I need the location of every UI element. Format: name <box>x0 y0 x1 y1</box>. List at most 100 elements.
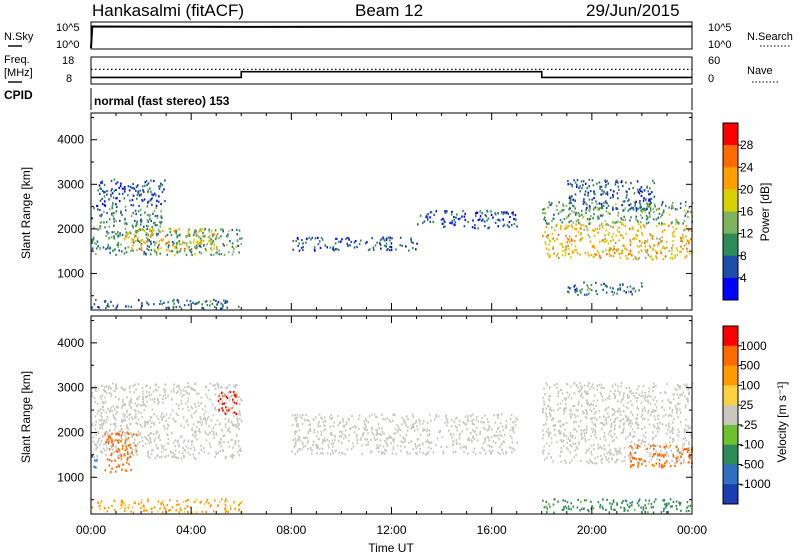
echo-cell <box>554 424 557 427</box>
echo-cell <box>501 448 503 451</box>
echo-cell <box>308 429 310 432</box>
echo-cell <box>636 387 639 390</box>
echo-cell <box>156 216 159 219</box>
echo-cell <box>640 209 643 212</box>
echo-cell <box>627 416 629 419</box>
echo-cell <box>452 433 455 436</box>
echo-cell <box>151 511 153 514</box>
echo-cell <box>161 239 164 243</box>
echo-cell <box>590 417 593 420</box>
echo-cell <box>602 399 604 402</box>
echo-cell <box>137 430 140 433</box>
echo-cell <box>115 433 117 436</box>
echo-cell <box>659 250 662 253</box>
echo-cell <box>617 452 620 455</box>
echo-cell <box>186 419 188 422</box>
echo-cell <box>546 235 548 238</box>
echo-cell <box>93 465 95 468</box>
nsearch-label: N.Search <box>747 31 793 43</box>
echo-cell <box>91 241 93 244</box>
echo-cell <box>641 285 643 288</box>
colorbar-tick-label: 28 <box>740 138 754 152</box>
echo-cell <box>115 413 117 416</box>
echo-cell <box>494 434 497 437</box>
echo-cell <box>607 211 610 214</box>
echo-cell <box>506 224 509 227</box>
echo-cell <box>596 250 599 253</box>
echo-cell <box>672 438 674 441</box>
echo-cell <box>146 247 148 250</box>
echo-cell <box>613 412 615 416</box>
echo-cell <box>415 248 417 251</box>
echo-cell <box>440 445 442 449</box>
echo-cell <box>594 462 596 465</box>
echo-cell <box>223 441 225 444</box>
echo-cell <box>112 202 114 205</box>
echo-cell <box>631 226 634 229</box>
echo-cell <box>177 299 179 302</box>
echo-cell <box>576 183 578 186</box>
echo-cell <box>594 193 596 196</box>
echo-cell <box>213 436 215 439</box>
echo-cell <box>130 214 133 217</box>
echo-cell <box>685 418 687 421</box>
echo-cell <box>690 434 692 437</box>
echo-cell <box>648 423 651 426</box>
echo-cell <box>136 184 139 187</box>
echo-cell <box>306 237 308 240</box>
noise-tick-right-bottom: 10^0 <box>708 39 732 51</box>
echo-cell <box>106 193 108 196</box>
echo-cell <box>604 438 607 442</box>
echo-cell <box>103 388 105 392</box>
echo-cell <box>591 417 594 420</box>
echo-cell <box>557 408 559 411</box>
echo-cell <box>320 434 323 437</box>
echo-cell <box>636 423 639 426</box>
echo-cell <box>215 432 218 435</box>
echo-cell <box>631 293 633 296</box>
echo-cell <box>564 254 567 257</box>
echo-cell <box>101 427 104 430</box>
echo-cell <box>124 187 126 190</box>
echo-cell <box>550 456 552 459</box>
echo-cell <box>566 441 568 444</box>
echo-cell <box>202 239 205 242</box>
echo-cell <box>376 415 378 418</box>
echo-cell <box>585 409 588 413</box>
echo-cell <box>630 464 632 467</box>
echo-cell <box>198 251 201 254</box>
echo-cell <box>632 455 634 458</box>
echo-cell <box>621 221 624 225</box>
echo-cell <box>365 443 368 446</box>
echo-cell <box>236 228 238 231</box>
echo-cell <box>580 291 582 294</box>
echo-cell <box>193 412 196 415</box>
echo-cell <box>207 236 210 239</box>
echo-cell <box>601 427 603 430</box>
echo-cell <box>556 208 558 212</box>
echo-cell <box>607 406 610 409</box>
echo-cell <box>416 453 418 456</box>
echo-cell <box>141 386 144 389</box>
echo-cell <box>628 454 630 457</box>
echo-cell <box>139 432 141 435</box>
echo-cell <box>442 450 444 453</box>
echo-cell <box>306 436 308 439</box>
echo-cell <box>352 445 355 448</box>
echo-cell <box>399 236 402 239</box>
echo-cell <box>671 246 673 250</box>
echo-cell <box>202 408 204 411</box>
echo-cell <box>589 404 591 407</box>
echo-cell <box>109 437 112 440</box>
echo-cell <box>629 433 631 436</box>
echo-cell <box>99 227 101 230</box>
echo-cell <box>205 500 208 503</box>
echo-cell <box>311 452 313 455</box>
echo-cell <box>511 426 514 429</box>
echo-cell <box>589 217 591 220</box>
echo-cell <box>386 417 389 420</box>
echo-cell <box>625 291 627 294</box>
range-tick-label: 1000 <box>57 266 84 280</box>
echo-cell <box>138 240 141 243</box>
echo-cell <box>430 441 433 444</box>
